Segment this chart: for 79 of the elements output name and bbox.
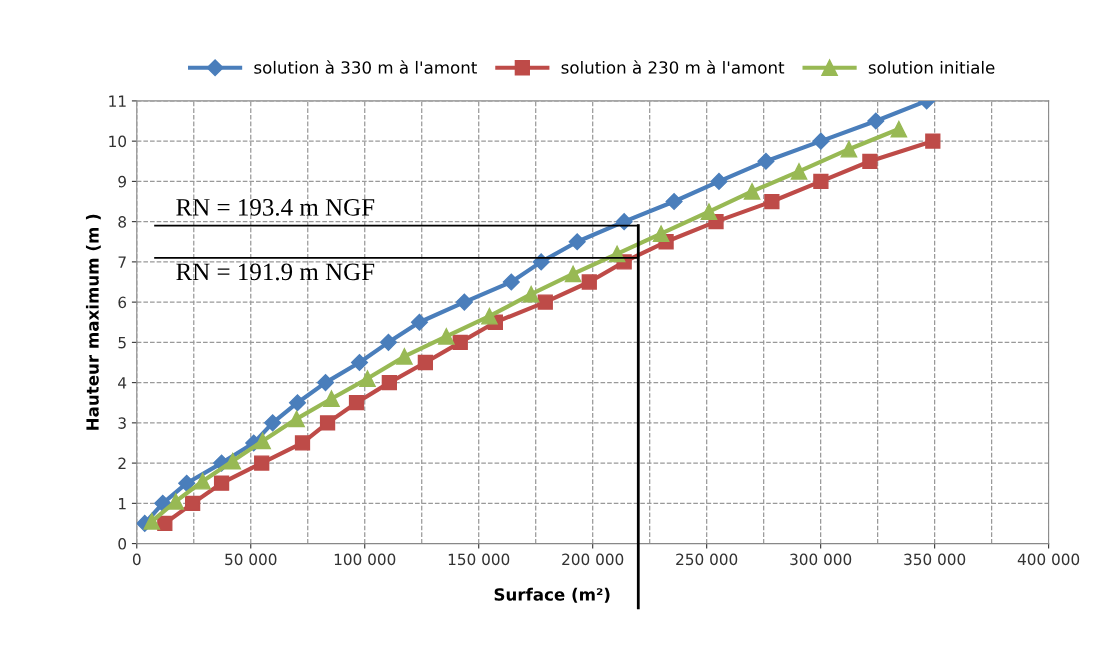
point [710, 172, 728, 190]
point [348, 395, 365, 411]
point [790, 162, 808, 180]
x-tick-label: 0 [132, 553, 141, 566]
x-tick-label: 150 000 [448, 553, 510, 566]
point [417, 354, 434, 371]
point [254, 432, 271, 450]
point [438, 327, 455, 345]
x-axis-title: Surface (m²) [494, 587, 610, 603]
y-tick-label: 10 [109, 135, 127, 148]
y-tick-label: 0 [118, 538, 127, 550]
point [359, 370, 376, 387]
y-tick-label: 7 [118, 256, 126, 268]
annotation: RN = 191.9 m NGF [176, 263, 375, 281]
point [481, 307, 498, 325]
point [867, 112, 885, 130]
legend-label: solution initiale [868, 60, 995, 74]
legend-label: solution à 330 m à l'amont [254, 60, 477, 74]
x-tick-label: 200 000 [562, 553, 624, 566]
point [455, 293, 473, 311]
point [167, 492, 185, 510]
y-tick-label: 11 [109, 95, 126, 107]
point [143, 513, 161, 530]
point [700, 203, 718, 220]
point [381, 374, 397, 391]
point [213, 475, 230, 491]
point [194, 472, 211, 490]
point [757, 152, 775, 170]
x-tick-label: 350 000 [904, 553, 966, 566]
point [743, 183, 761, 200]
point [350, 353, 369, 372]
y-axis-title: Hauteur maximum (m ) [85, 214, 101, 430]
x-tick-label: 100 000 [334, 553, 396, 566]
point [537, 294, 553, 310]
y-tick-label: 8 [118, 216, 127, 228]
point [184, 495, 201, 511]
point [288, 394, 307, 412]
point [764, 193, 780, 210]
point [254, 455, 270, 471]
point [522, 285, 540, 303]
point [652, 225, 670, 243]
x-tick-label: 250 000 [676, 553, 738, 566]
point [812, 132, 830, 150]
point [890, 120, 908, 138]
point [264, 414, 282, 432]
point [319, 415, 336, 431]
point [840, 140, 858, 158]
point [813, 173, 829, 190]
point [410, 313, 428, 331]
point [396, 348, 413, 365]
y-tick-label: 1 [119, 498, 126, 510]
x-tick-label: 300 000 [790, 553, 852, 566]
y-tick-label: 6 [118, 296, 127, 309]
point [862, 153, 878, 169]
legend-label: solution à 230 m à l'amont [561, 60, 785, 74]
point [564, 265, 582, 283]
point [665, 192, 683, 211]
x-tick-label: 400 000 [1017, 553, 1080, 566]
point [288, 410, 305, 428]
y-tick-label: 4 [118, 377, 127, 389]
point [568, 233, 586, 251]
y-tick-label: 3 [118, 417, 126, 429]
point [154, 494, 172, 512]
y-tick-label: 2 [118, 457, 126, 469]
point [316, 374, 335, 392]
point [323, 390, 340, 408]
point [502, 273, 520, 291]
point [294, 435, 311, 451]
point [178, 474, 196, 492]
point [581, 274, 597, 290]
point [452, 334, 468, 351]
point [615, 213, 633, 231]
point [224, 452, 242, 470]
x-tick-label: 50 000 [225, 553, 277, 566]
point [925, 133, 941, 149]
annotation: RN = 193.4 m NGF [176, 198, 375, 216]
point [379, 333, 397, 351]
y-tick-label: 5 [118, 337, 126, 349]
y-tick-label: 9 [118, 175, 126, 188]
